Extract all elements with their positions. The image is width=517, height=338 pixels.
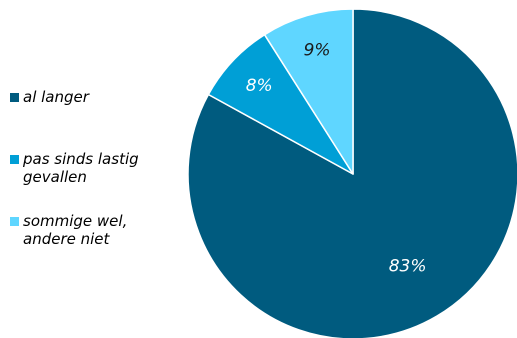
legend-item-sommige-wel-andere-niet: sommige wel, andere niet: [10, 212, 127, 248]
legend-item-pas-sinds-lastig-gevallen: pas sinds lastig gevallen: [10, 150, 139, 186]
pie-slice-label-0: 83%: [389, 256, 427, 276]
pie-slice-label-1: 8%: [246, 76, 273, 96]
pie-labels: 83% 8% 9%: [246, 40, 427, 276]
pie-slice-0: [187, 8, 517, 338]
legend-swatch: [10, 155, 19, 164]
legend-item-al-langer: al langer: [10, 88, 89, 106]
legend-swatch: [10, 93, 19, 102]
pie-slice-2: [263, 8, 354, 175]
legend-label: al langer: [23, 88, 89, 106]
legend-label: pas sinds lastig gevallen: [23, 150, 139, 186]
pie-slice-label-2: 9%: [304, 40, 331, 60]
legend-label: sommige wel, andere niet: [23, 212, 128, 248]
legend-swatch: [10, 217, 19, 226]
pie-slices: [187, 8, 517, 338]
